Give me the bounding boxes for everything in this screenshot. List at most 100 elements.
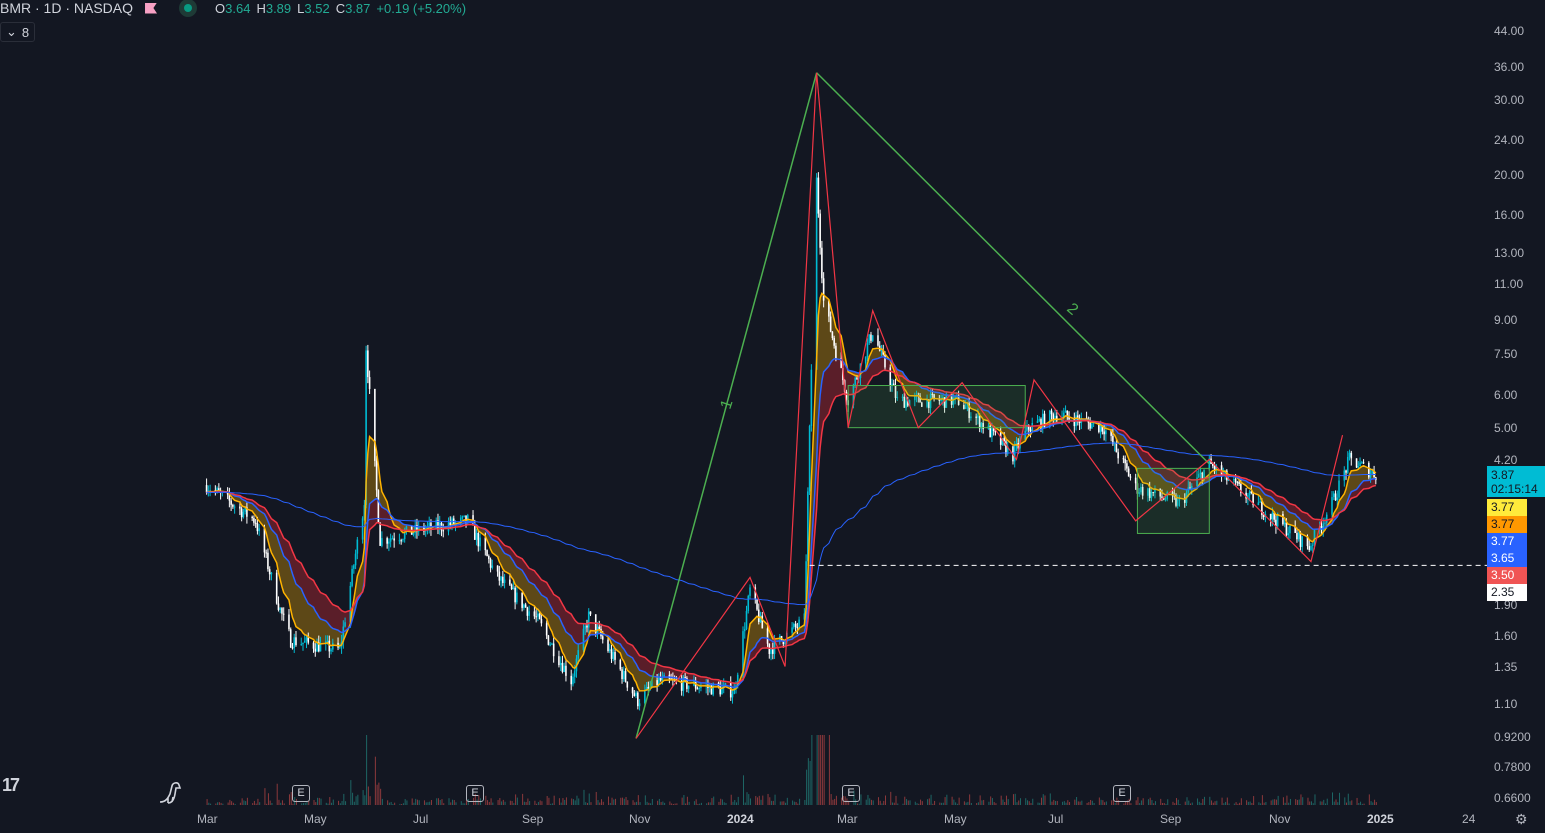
volume-bar (921, 801, 923, 805)
earnings-marker[interactable]: E (292, 785, 310, 802)
candle-body (351, 568, 353, 586)
candle-body (1308, 546, 1311, 550)
candle-body (903, 396, 906, 408)
price-axis-label: 1.10 (1494, 697, 1518, 711)
candle-body (1311, 544, 1314, 546)
volume-bar (757, 797, 759, 805)
price-tag: 3.77 (1487, 499, 1527, 516)
volume-bar (208, 802, 210, 805)
volume-bar (1200, 803, 1202, 805)
volume-bar (928, 798, 930, 805)
candle-body (1283, 522, 1286, 525)
volume-bar (1177, 799, 1179, 805)
symbol-title[interactable]: BMR · 1D · NASDAQ (0, 0, 134, 16)
volume-bar (252, 803, 254, 805)
candle-body (1171, 492, 1174, 496)
volume-bar (672, 803, 674, 805)
candle-body (829, 316, 832, 332)
candle-body (1159, 488, 1162, 497)
candle-body (1001, 438, 1004, 445)
volume-bar (1026, 800, 1028, 805)
candle-body (645, 686, 648, 691)
candle-body (1299, 532, 1302, 547)
volume-bar (902, 803, 904, 805)
volume-bar (415, 798, 417, 805)
indicators-toggle-button[interactable]: ⌄ 8 (0, 22, 36, 42)
volume-bar (1237, 803, 1239, 805)
volume-bar (362, 790, 364, 805)
settings-gear-icon[interactable]: ⚙ (1515, 811, 1528, 827)
candle-body (1357, 466, 1360, 468)
volume-bar (676, 803, 678, 805)
volume-bar (848, 800, 850, 805)
candle-body (884, 354, 886, 368)
volume-bar (748, 794, 750, 805)
earnings-marker[interactable]: E (466, 785, 484, 802)
flag-icon[interactable] (145, 2, 158, 14)
earnings-marker[interactable]: E (842, 785, 860, 802)
volume-bar (830, 794, 832, 805)
candle-body (1031, 423, 1034, 431)
candle-body (349, 585, 352, 623)
volume-bar (1186, 797, 1188, 805)
volume-bar (783, 801, 785, 805)
volume-bar (856, 803, 858, 805)
candle-body (461, 516, 464, 518)
volume-bar (965, 802, 967, 805)
volume-bar (388, 802, 390, 805)
candle-body (866, 343, 869, 357)
candle-body (637, 692, 639, 707)
volume-bar (492, 802, 494, 805)
candle-body (459, 517, 462, 522)
volume-bar (970, 802, 972, 805)
candle-body (1359, 462, 1361, 467)
volume-bar (1151, 800, 1153, 805)
volume-bar (883, 800, 885, 805)
volume-bar (671, 803, 673, 805)
ema-mid-line (206, 355, 1376, 688)
candle-body (1296, 533, 1298, 540)
volume-bar (222, 803, 224, 805)
earnings-marker[interactable]: E (1113, 785, 1131, 802)
volume-bar (318, 797, 320, 805)
volume-bar (795, 801, 797, 805)
volume-bar (1197, 798, 1199, 805)
candle-body (486, 550, 488, 557)
volume-bar (576, 795, 578, 805)
candle-body (1036, 420, 1039, 424)
candle-body (1055, 415, 1058, 421)
volume-bar (1319, 801, 1321, 805)
candle-body (400, 540, 402, 542)
candle-body (1077, 415, 1079, 420)
volume-bar (476, 799, 478, 805)
candle-body (509, 579, 511, 585)
volume-bar (723, 802, 725, 805)
candle-body (565, 665, 567, 676)
volume-bar (685, 803, 687, 805)
candle-body (1105, 430, 1107, 435)
volume-bar (369, 796, 371, 805)
tradingview-logo[interactable]: 17 (2, 775, 20, 795)
volume-bar (522, 793, 524, 805)
volume-bar (953, 799, 955, 805)
dinosaur-icon[interactable] (156, 778, 184, 806)
candle-body (770, 649, 772, 654)
time-axis-label: Mar (837, 812, 858, 826)
volume-bar (1332, 792, 1334, 805)
candle-body (808, 426, 811, 492)
volume-bar (651, 799, 653, 805)
candle-body (291, 647, 294, 649)
candle-body (687, 685, 690, 689)
candle-body (416, 525, 418, 532)
candle-body (361, 518, 364, 540)
volume-bar (1104, 802, 1106, 805)
volume-bar (232, 802, 234, 805)
volume-bar (553, 795, 555, 805)
candle-body (626, 681, 629, 688)
volume-bar (897, 803, 899, 805)
volume-bar (1314, 794, 1316, 805)
volume-bar (488, 801, 490, 805)
volume-bar (853, 790, 855, 805)
volume-bar (501, 801, 503, 805)
